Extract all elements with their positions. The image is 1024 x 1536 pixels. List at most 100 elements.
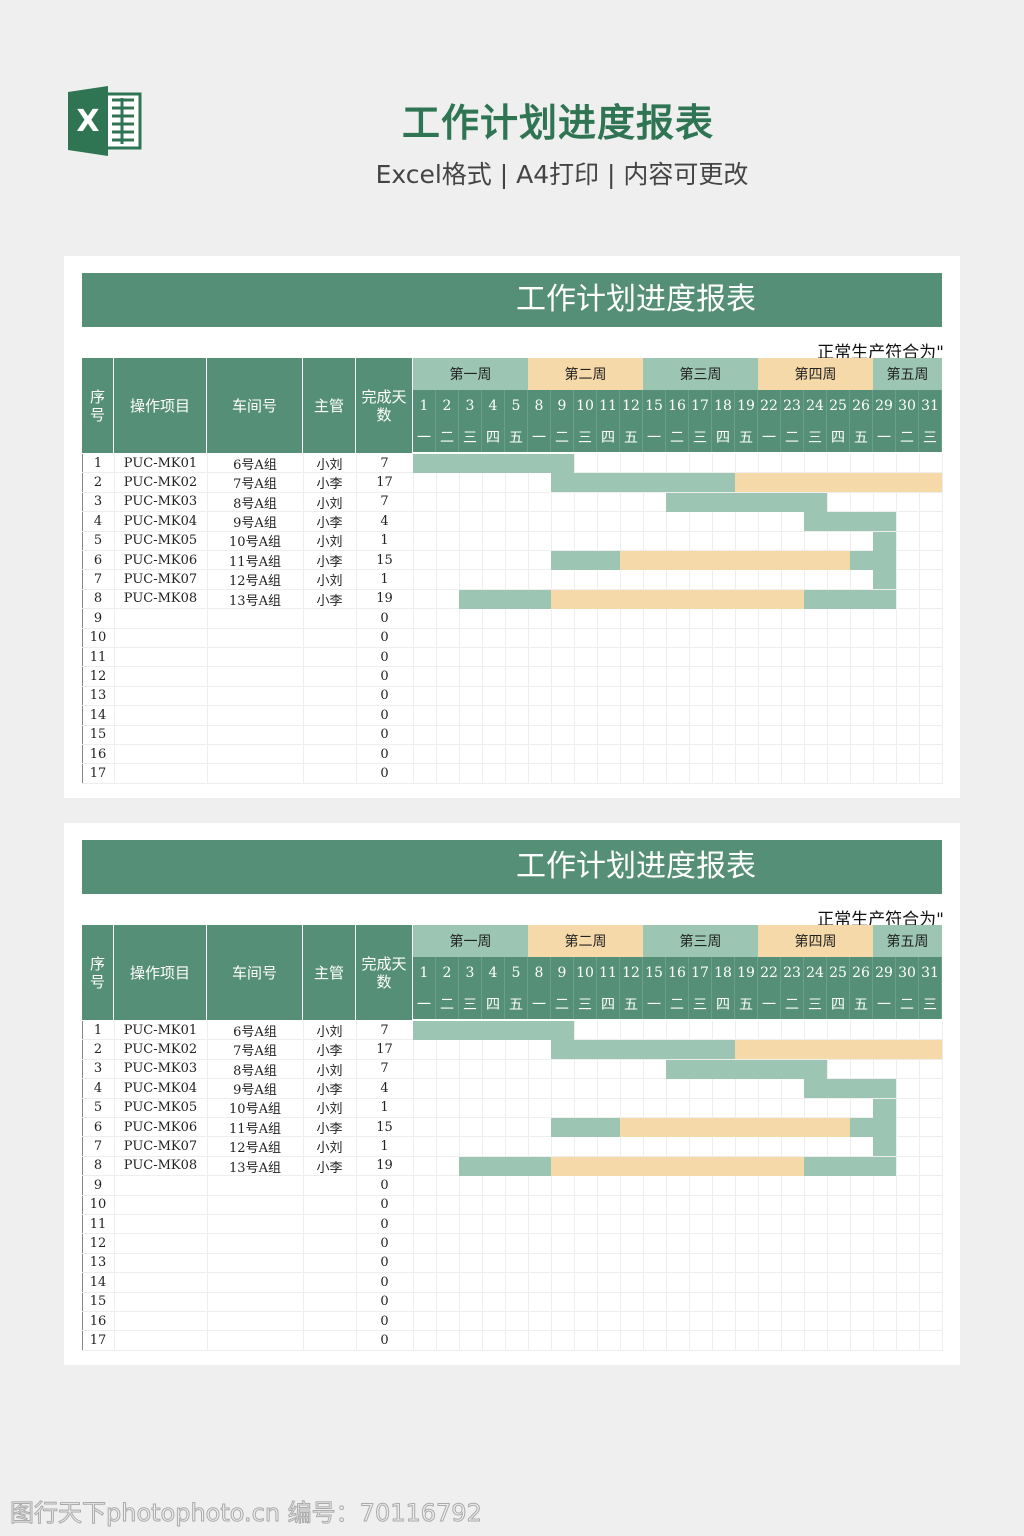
day-header: 22 <box>758 390 781 421</box>
table-cell-days: 0 <box>356 1176 413 1196</box>
weekday-header: 三 <box>919 421 942 452</box>
day-header: 4 <box>482 957 505 988</box>
table-cell-shop: 9号A组 <box>207 1079 303 1099</box>
table-cell-item: PUC-MK02 <box>114 1040 207 1060</box>
table-cell-days: 0 <box>356 667 413 687</box>
grid-line <box>505 1021 506 1351</box>
table-cell-shop: 6号A组 <box>207 454 303 474</box>
week-header: 第一周 <box>413 358 528 390</box>
table-cell-item <box>114 764 207 784</box>
table-cell-item <box>114 667 207 687</box>
table-cell-item: PUC-MK06 <box>114 1118 207 1138</box>
table-cell-item <box>114 1176 207 1196</box>
day-header: 10 <box>574 390 597 421</box>
table-cell-lead: 小刘 <box>303 1060 356 1080</box>
table-cell-lead <box>303 1196 356 1215</box>
table-cell-lead <box>303 629 356 648</box>
page-subtitle: Excel格式 | A4打印 | 内容可更改 <box>375 160 749 189</box>
table-cell-item <box>114 609 207 629</box>
table-cell-lead <box>303 764 356 784</box>
day-header: 18 <box>712 957 735 988</box>
sheet-preview-1: 工作计划进度报表 正常生产符合为" 序号 操作项目 车间号 主管 完成天数 第一周 第二周 第三周… <box>64 256 960 798</box>
weekday-header: 五 <box>850 421 873 452</box>
grid-line <box>482 454 483 784</box>
weekday-header: 一 <box>758 988 781 1019</box>
table-cell-shop <box>207 706 303 726</box>
grid-line <box>82 1021 83 1351</box>
gantt-bar-teal <box>850 1118 896 1137</box>
grid-line <box>919 454 920 784</box>
column-header: 序号 <box>82 925 114 1020</box>
day-header: 8 <box>528 957 551 988</box>
gantt-row <box>413 570 942 590</box>
day-header: 30 <box>896 957 919 988</box>
grid-line <box>303 1021 304 1351</box>
gantt-bar-teal <box>850 551 896 570</box>
week-header: 第四周 <box>758 358 873 390</box>
table-cell-item: PUC-MK08 <box>114 1157 207 1177</box>
table-cell-days: 19 <box>356 590 413 610</box>
table-cell-item <box>114 726 207 745</box>
excel-logo-icon: X <box>68 86 142 156</box>
table-cell-days: 7 <box>356 454 413 474</box>
weekday-header: 一 <box>873 988 896 1019</box>
weekday-header: 二 <box>781 421 804 452</box>
grid-line <box>689 1021 690 1351</box>
day-header: 9 <box>551 957 574 988</box>
weekday-header: 二 <box>436 421 459 452</box>
table-cell-lead: 小李 <box>303 473 356 493</box>
table-cell-shop: 9号A组 <box>207 512 303 532</box>
gantt-row <box>413 1137 942 1157</box>
day-header: 16 <box>666 390 689 421</box>
day-header: 24 <box>804 390 827 421</box>
table-cell-no: 3 <box>82 1060 114 1080</box>
table-cell-shop: 8号A组 <box>207 493 303 513</box>
grid-line <box>827 1021 828 1351</box>
day-header: 18 <box>712 390 735 421</box>
table-cell-no: 8 <box>82 590 114 610</box>
gantt-bar-teal <box>873 1098 896 1118</box>
table-cell-item <box>114 1254 207 1274</box>
column-header: 操作项目 <box>114 925 207 1020</box>
table-cell-shop <box>207 726 303 745</box>
day-header: 15 <box>643 957 666 988</box>
table-cell-no: 7 <box>82 570 114 590</box>
grid-line <box>574 454 575 784</box>
weekday-header: 一 <box>643 988 666 1019</box>
table-cell-days: 0 <box>356 629 413 648</box>
table-cell-days: 0 <box>356 1196 413 1215</box>
grid-line <box>207 454 208 784</box>
weekday-header: 三 <box>804 988 827 1019</box>
gantt-row <box>413 687 942 707</box>
day-header: 3 <box>459 390 482 421</box>
table-cell-shop: 6号A组 <box>207 1021 303 1041</box>
day-header: 19 <box>735 957 758 988</box>
table-cell-lead <box>303 1273 356 1293</box>
table-cell-shop <box>207 745 303 765</box>
table-cell-no: 4 <box>82 512 114 532</box>
week-header: 第五周 <box>873 358 942 390</box>
grid-line <box>689 454 690 784</box>
table-cell-no: 15 <box>82 1293 114 1312</box>
weekday-header: 四 <box>482 988 505 1019</box>
day-header: 12 <box>620 390 643 421</box>
table-cell-days: 0 <box>356 1254 413 1274</box>
day-header: 29 <box>873 957 896 988</box>
gantt-bar-teal <box>873 1137 896 1157</box>
table-cell-days: 1 <box>356 532 413 551</box>
gantt-row <box>413 1215 942 1235</box>
table-cell-days: 0 <box>356 687 413 707</box>
gantt-bar-orange <box>620 1118 850 1137</box>
gantt-row <box>413 454 942 474</box>
gantt-bar-orange <box>735 1040 942 1060</box>
table-cell-days: 17 <box>356 1040 413 1060</box>
table-cell-item: PUC-MK01 <box>114 1021 207 1041</box>
table-cell-lead: 小刘 <box>303 493 356 513</box>
day-header: 26 <box>850 957 873 988</box>
grid-line <box>643 454 644 784</box>
weekday-header: 三 <box>459 988 482 1019</box>
weekday-header: 五 <box>850 988 873 1019</box>
table-cell-lead: 小李 <box>303 1118 356 1138</box>
table-cell-no: 16 <box>82 745 114 765</box>
weekday-header: 一 <box>413 421 436 452</box>
